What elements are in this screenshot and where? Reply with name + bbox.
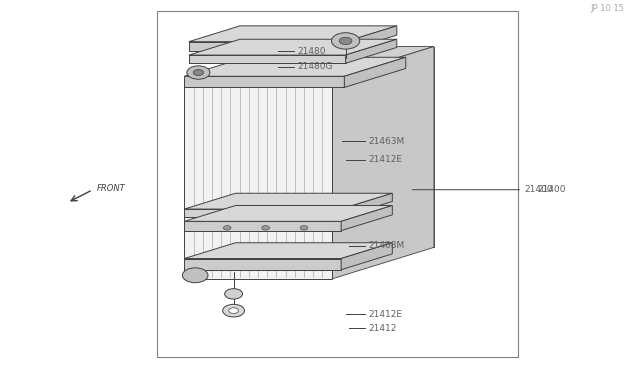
Polygon shape <box>344 57 406 87</box>
Polygon shape <box>184 46 434 78</box>
Circle shape <box>262 225 269 230</box>
Circle shape <box>223 225 231 230</box>
Circle shape <box>187 66 210 79</box>
Polygon shape <box>189 39 397 55</box>
Circle shape <box>339 37 352 45</box>
Polygon shape <box>189 26 397 42</box>
Polygon shape <box>341 193 392 217</box>
Text: 21412: 21412 <box>368 324 396 333</box>
Polygon shape <box>184 259 341 270</box>
Polygon shape <box>346 26 397 51</box>
Circle shape <box>228 308 239 314</box>
Polygon shape <box>184 193 392 209</box>
Polygon shape <box>189 55 346 63</box>
Polygon shape <box>341 205 392 231</box>
Polygon shape <box>332 46 434 279</box>
Polygon shape <box>184 76 344 87</box>
Text: 21408M: 21408M <box>368 241 404 250</box>
Text: 21412E: 21412E <box>368 310 402 319</box>
Text: 21463M: 21463M <box>368 137 404 146</box>
Circle shape <box>300 225 308 230</box>
Polygon shape <box>287 46 434 247</box>
Polygon shape <box>341 243 392 270</box>
Text: 21412E: 21412E <box>368 155 402 164</box>
Circle shape <box>223 304 244 317</box>
Circle shape <box>193 70 204 76</box>
Circle shape <box>182 268 208 283</box>
Text: 21480: 21480 <box>298 47 326 56</box>
Text: 21400: 21400 <box>538 185 566 194</box>
Text: 21480G: 21480G <box>298 62 333 71</box>
Polygon shape <box>184 243 392 259</box>
Text: FRONT: FRONT <box>97 185 126 193</box>
Bar <box>157 11 518 357</box>
Text: 21400: 21400 <box>525 185 554 194</box>
Circle shape <box>332 33 360 49</box>
Polygon shape <box>184 205 392 221</box>
Polygon shape <box>184 221 341 231</box>
Polygon shape <box>184 78 332 279</box>
Polygon shape <box>189 42 346 51</box>
Polygon shape <box>184 57 406 76</box>
Polygon shape <box>346 39 397 63</box>
Text: JP 10 15: JP 10 15 <box>590 4 624 13</box>
Polygon shape <box>184 209 341 217</box>
Circle shape <box>225 289 243 299</box>
